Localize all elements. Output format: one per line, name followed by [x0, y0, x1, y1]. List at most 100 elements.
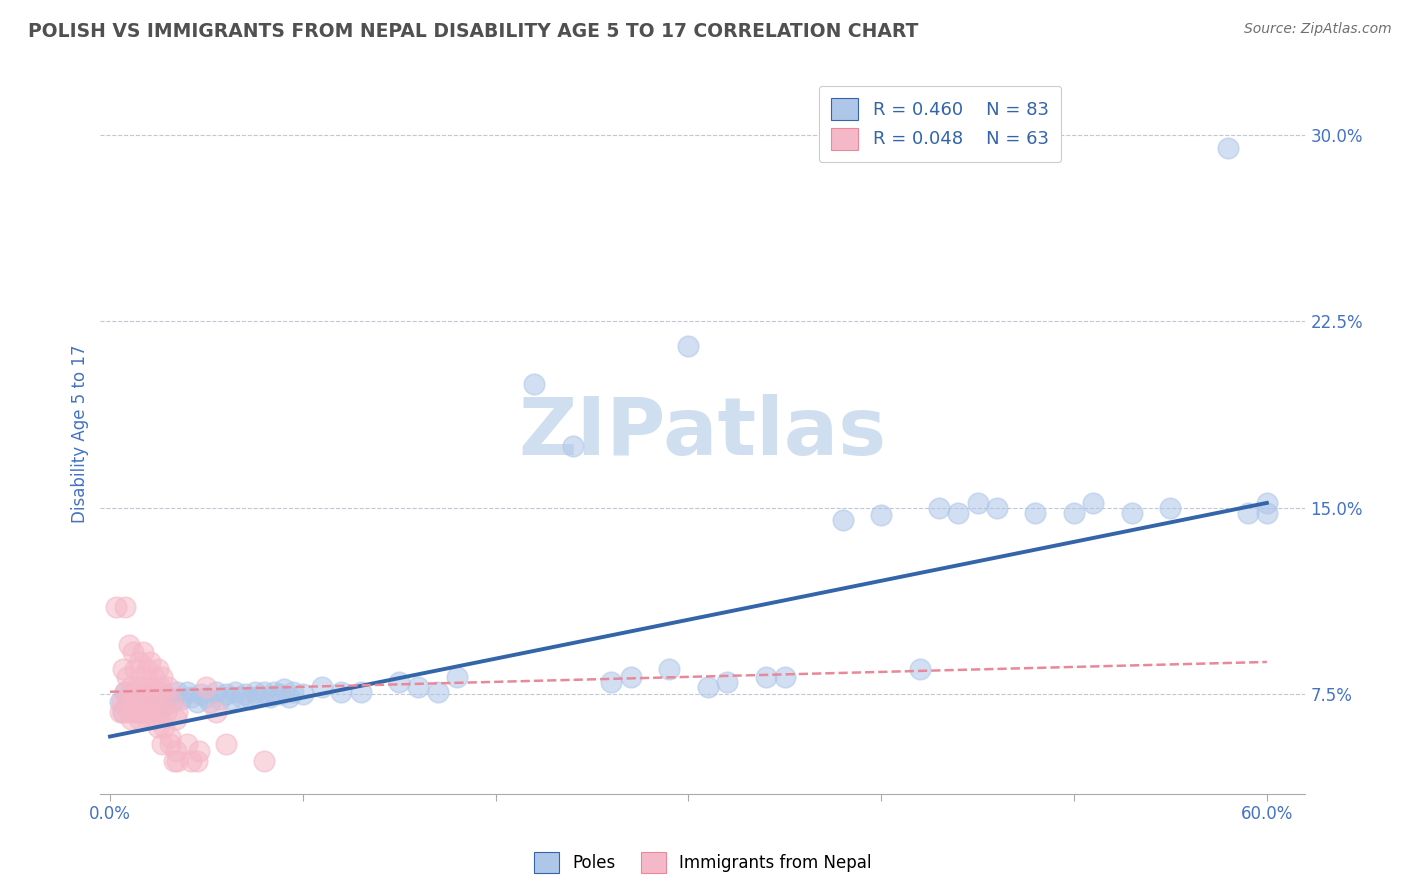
Point: [132, 687, 155, 701]
Point: [145, 705, 167, 719]
Point: [195, 690, 218, 704]
Point: [134, 695, 156, 709]
Point: [132, 645, 155, 659]
Point: [141, 690, 163, 704]
Point: [186, 755, 208, 769]
Point: [117, 695, 139, 709]
Point: [229, 690, 252, 704]
Point: [129, 699, 152, 714]
Point: [132, 705, 155, 719]
Point: [278, 690, 301, 704]
Point: [350, 685, 373, 699]
Point: [120, 680, 142, 694]
Point: [208, 692, 231, 706]
Point: [118, 638, 141, 652]
Point: [696, 680, 718, 694]
Point: [104, 600, 127, 615]
Point: [180, 755, 202, 769]
Point: [150, 737, 173, 751]
Legend: R = 0.460    N = 83, R = 0.048    N = 63: R = 0.460 N = 83, R = 0.048 N = 63: [818, 86, 1062, 162]
Point: [908, 662, 931, 676]
Point: [243, 685, 266, 699]
Point: [108, 695, 131, 709]
Point: [150, 699, 173, 714]
Point: [124, 705, 146, 719]
Point: [122, 692, 145, 706]
Point: [156, 680, 179, 694]
Point: [166, 685, 188, 699]
Point: [215, 737, 238, 751]
Point: [155, 705, 177, 719]
Point: [1083, 496, 1105, 510]
Point: [128, 655, 150, 669]
Point: [138, 705, 160, 719]
Point: [1256, 496, 1278, 510]
Point: [1024, 506, 1046, 520]
Point: [125, 680, 148, 694]
Point: [176, 685, 198, 699]
Point: [149, 692, 172, 706]
Point: [1236, 506, 1258, 520]
Point: [283, 685, 305, 699]
Point: [114, 685, 136, 699]
Point: [114, 685, 136, 699]
Point: [291, 687, 314, 701]
Point: [426, 685, 449, 699]
Point: [162, 755, 184, 769]
Point: [153, 687, 176, 701]
Point: [221, 692, 243, 706]
Point: [118, 699, 141, 714]
Point: [678, 339, 700, 353]
Point: [159, 737, 181, 751]
Point: [114, 600, 136, 615]
Point: [1159, 500, 1181, 515]
Point: [247, 690, 270, 704]
Point: [928, 500, 950, 515]
Point: [143, 695, 166, 709]
Point: [165, 744, 187, 758]
Point: [149, 705, 172, 719]
Point: [1063, 506, 1085, 520]
Point: [160, 695, 183, 709]
Point: [205, 705, 228, 719]
Point: [156, 690, 179, 704]
Point: [150, 670, 173, 684]
Point: [170, 692, 193, 706]
Point: [122, 645, 145, 659]
Point: [176, 737, 198, 751]
Point: [108, 705, 131, 719]
Point: [149, 680, 172, 694]
Point: [253, 755, 276, 769]
Y-axis label: Disability Age 5 to 17: Disability Age 5 to 17: [72, 344, 89, 523]
Text: ZIPatlas: ZIPatlas: [519, 394, 887, 473]
Point: [118, 705, 141, 719]
Point: [148, 662, 170, 676]
Point: [408, 680, 430, 694]
Point: [1256, 506, 1278, 520]
Point: [561, 439, 583, 453]
Point: [143, 705, 166, 719]
Point: [215, 687, 238, 701]
Point: [658, 662, 681, 676]
Point: [135, 662, 157, 676]
Point: [112, 662, 135, 676]
Point: [1218, 140, 1240, 154]
Text: Source: ZipAtlas.com: Source: ZipAtlas.com: [1244, 22, 1392, 37]
Point: [124, 705, 146, 719]
Legend: Poles, Immigrants from Nepal: Poles, Immigrants from Nepal: [527, 846, 879, 880]
Point: [125, 695, 148, 709]
Point: [388, 674, 411, 689]
Point: [141, 695, 163, 709]
Point: [143, 670, 166, 684]
Point: [117, 690, 139, 704]
Point: [120, 712, 142, 726]
Point: [135, 712, 157, 726]
Point: [523, 376, 546, 391]
Point: [263, 685, 285, 699]
Point: [134, 705, 156, 719]
Point: [200, 695, 222, 709]
Point: [619, 670, 641, 684]
Text: POLISH VS IMMIGRANTS FROM NEPAL DISABILITY AGE 5 TO 17 CORRELATION CHART: POLISH VS IMMIGRANTS FROM NEPAL DISABILI…: [28, 22, 918, 41]
Point: [124, 662, 146, 676]
Point: [1121, 506, 1143, 520]
